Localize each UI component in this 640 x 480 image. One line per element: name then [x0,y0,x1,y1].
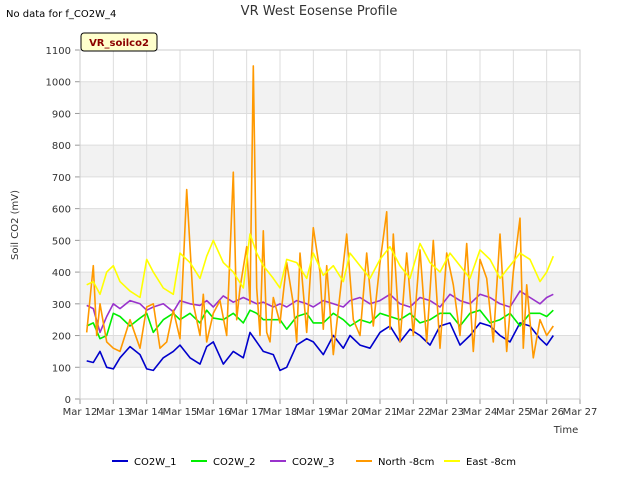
x-tick-label: Mar 20 [329,407,364,418]
legend: CO2W_1 CO2W_2 CO2W_3 North -8cm East -8cm [112,457,516,468]
legend-label-co2w-3: CO2W_3 [292,457,334,468]
y-tick-label: 1000 [46,78,71,89]
x-tick-label: Mar 23 [429,407,464,418]
y-tick-label: 500 [52,236,71,247]
y-tick-label: 400 [52,268,71,279]
x-tick-label: Mar 22 [396,407,431,418]
y-tick-label: 100 [52,363,71,374]
legend-label-north-8cm: North -8cm [378,457,434,468]
y-tick-label: 1100 [46,46,71,57]
x-tick-label: Mar 25 [496,407,531,418]
legend-label-co2w-1: CO2W_1 [134,457,176,468]
no-data-note: No data for f_CO2W_4 [6,9,116,20]
y-axis-label: Soil CO2 (mV) [10,190,21,260]
y-tick-label: 700 [52,173,71,184]
series-line-co2w-3 [86,290,554,334]
badge: VR_soilco2 [80,32,158,52]
x-tick-label: Mar 17 [229,407,264,418]
x-tick-label: Mar 13 [96,407,131,418]
plot-band [80,208,580,241]
plot-band [80,145,580,177]
plot-background [80,50,580,399]
axes: 0 100 200 300 400 500 600 700 800 900 1000 1100 Mar … [46,46,598,418]
y-tick-label: 800 [52,141,71,152]
x-tick-label: Mar 27 [563,407,598,418]
x-axis-label: Time [553,425,578,436]
x-tick-label: Mar 18 [263,407,298,418]
badge-label: VR_soilco2 [89,38,149,49]
y-tick-label: 300 [52,300,71,311]
x-tick-label: Mar 19 [296,407,331,418]
y-tick-label: 900 [52,109,71,120]
x-tick-label: Mar 24 [463,407,498,418]
chart-title: VR West Eosense Profile [241,4,398,19]
plot-border [79,49,581,400]
series-layer [85,65,555,372]
x-tick-label: Mar 12 [63,407,98,418]
series-line-north-8cm [85,65,554,359]
x-tick-label: Mar 21 [363,407,398,418]
x-tick-label: Mar 26 [529,407,564,418]
x-tick-label: Mar 16 [196,407,231,418]
legend-label-east-8cm: East -8cm [466,457,516,468]
y-tick-label: 0 [65,395,71,406]
y-tick-label: 600 [52,205,71,216]
plot-band [80,81,580,114]
legend-label-co2w-2: CO2W_2 [213,457,255,468]
series-line-east-8cm [86,233,555,299]
badge-box [80,32,158,52]
x-tick-label: Mar 14 [129,407,164,418]
plot-band [80,272,580,304]
y-tick-label: 200 [52,332,71,343]
x-tick-label: Mar 15 [163,407,198,418]
